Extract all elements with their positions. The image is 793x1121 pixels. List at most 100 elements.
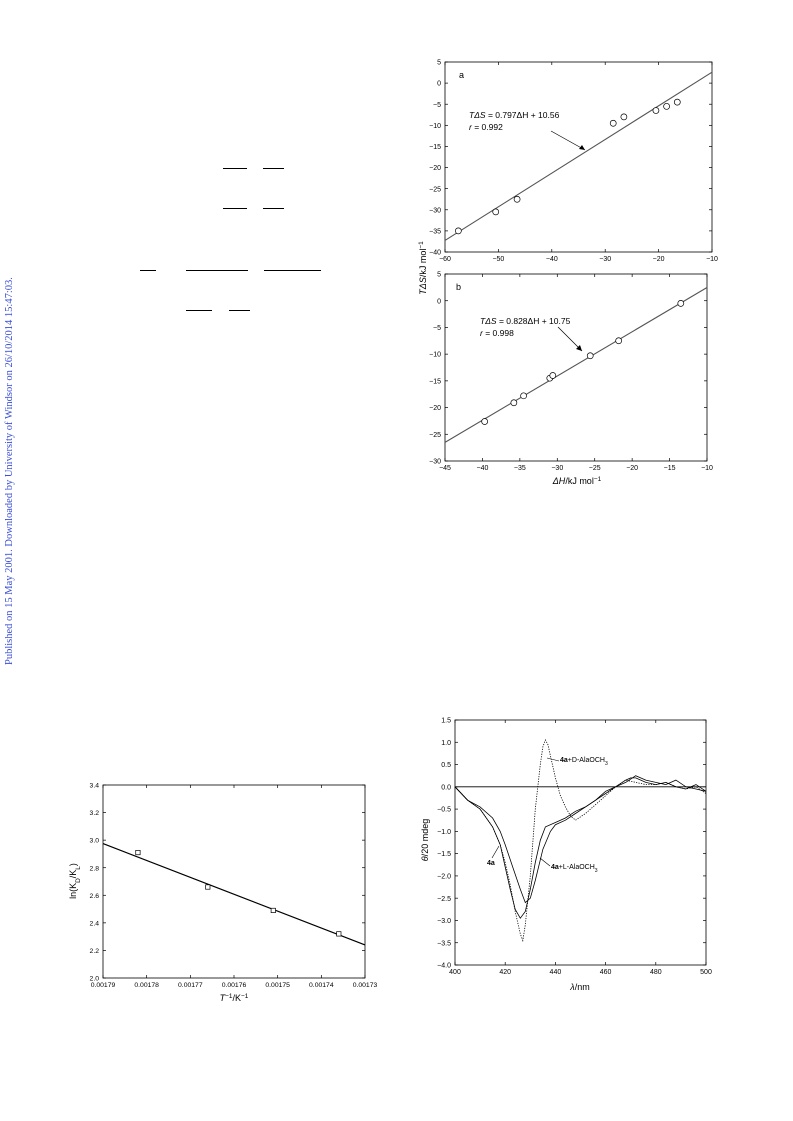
y-tick-label: −30: [429, 207, 441, 214]
fit-line: [444, 287, 708, 443]
panel-label-a: a: [459, 70, 464, 80]
y-tick-label: −20: [429, 165, 441, 172]
x-axis-label: λ/nm: [569, 982, 589, 992]
x-tick-label: 0.00178: [134, 982, 159, 989]
y-tick-label: −3.5: [437, 940, 451, 947]
y-tick-label: 2.2: [90, 948, 100, 955]
y-tick-label: −15: [429, 378, 441, 385]
table-rule: [223, 168, 247, 169]
y-tick-label: −5: [433, 325, 441, 332]
y-tick-label: −35: [429, 228, 441, 235]
table-rule: [264, 270, 321, 271]
y-tick-label: 1.0: [441, 740, 451, 747]
y-tick-label: −10: [429, 352, 441, 359]
fit-equation: TΔS = 0.828ΔH + 10.75: [480, 316, 571, 326]
x-tick-label: 0.00176: [222, 982, 247, 989]
data-point: [677, 300, 685, 307]
y-tick-label: −1.5: [437, 851, 451, 858]
y-tick-label: 5: [437, 60, 441, 67]
fit-correlation: r = 0.992: [469, 122, 503, 132]
table-rule: [223, 208, 247, 209]
plot-frame: [444, 61, 713, 253]
y-tick-label: −30: [429, 459, 441, 466]
data-point: [513, 195, 521, 203]
table-rule: [229, 310, 250, 311]
data-point: [270, 907, 276, 914]
y-tick-label: 0.5: [441, 762, 451, 769]
x-tick-label: 440: [550, 969, 562, 976]
data-point: [652, 107, 660, 114]
data-point: [135, 849, 141, 856]
y-tick-label: 5: [437, 272, 441, 279]
fig-a-group: −60 −50 −40 −30 −20 −10 5 0 −5 −10 −15 −20 −25 −30 −35…: [418, 60, 719, 295]
annotation-arrow: [550, 130, 586, 151]
data-point: [520, 392, 527, 400]
panel-label-b: b: [456, 282, 461, 292]
y-axis-label: θ/20 mdeg: [420, 819, 430, 861]
y-tick-label: −3.0: [437, 918, 451, 925]
data-point: [673, 98, 681, 106]
data-point: [336, 931, 342, 937]
x-tick-label: 0.00177: [178, 982, 203, 989]
y-tick-label: 0: [437, 298, 441, 305]
annotation-arrow: [546, 757, 560, 762]
x-tick-label: −40: [546, 256, 558, 263]
x-tick-label: −40: [476, 465, 488, 472]
y-tick-label: −25: [429, 432, 441, 439]
y-tick-label: −5: [433, 102, 441, 109]
x-tick-label: −10: [706, 256, 718, 263]
y-tick-label: −0.5: [437, 807, 451, 814]
arrow-head: [576, 345, 582, 351]
data-point: [609, 119, 617, 127]
x-tick-label: 460: [600, 969, 612, 976]
y-tick-label: 2.0: [90, 976, 100, 983]
plot-frame: [444, 273, 708, 462]
y-tick-label: 1.5: [441, 718, 451, 725]
table-rule: [186, 270, 248, 271]
fit-correlation: r = 0.998: [480, 328, 514, 338]
x-tick-label: 0.00174: [309, 982, 334, 989]
x-axis-label: ΔH/kJ mol−1: [552, 476, 602, 487]
data-point: [205, 884, 211, 890]
plot-frame: [102, 784, 366, 979]
series-line: [454, 777, 707, 919]
data-point: [510, 399, 518, 407]
y-tick-label: −1.0: [437, 829, 451, 836]
label-4a-d-alaoch3: 4a+D-AlaOCH3: [560, 757, 608, 767]
y-tick-label: −20: [429, 405, 441, 412]
table-rule: [140, 270, 156, 271]
y-tick-label: −2.0: [437, 874, 451, 881]
y-tick-label: −15: [429, 144, 441, 151]
x-tick-label: −10: [701, 465, 713, 472]
data-point: [586, 352, 594, 360]
x-tick-label: 0.00175: [265, 982, 290, 989]
x-tick-label: −30: [599, 256, 611, 263]
x-tick-label: 0.00173: [353, 982, 378, 989]
x-tick-label: 400: [449, 969, 461, 976]
y-axis-label: ln(KD/KL): [68, 863, 82, 899]
x-tick-label: −50: [492, 256, 504, 263]
y-tick-label: −40: [429, 250, 441, 257]
x-tick-label: 0.00179: [91, 982, 116, 989]
data-point: [492, 208, 500, 216]
y-tick-label: 3.4: [90, 783, 100, 790]
x-tick-label: −35: [514, 465, 526, 472]
x-tick-label: −45: [439, 465, 451, 472]
fig-c-group: 0.00179 0.00178 0.00177 0.00176 0.00175 0.001…: [68, 783, 377, 1003]
y-tick-label: −4.0: [437, 963, 451, 970]
table-rule: [263, 168, 284, 169]
x-tick-label: −20: [653, 256, 665, 263]
x-tick-label: −20: [626, 465, 638, 472]
data-point: [481, 418, 489, 425]
x-tick-label: 420: [499, 969, 511, 976]
series-line: [454, 739, 707, 943]
y-tick-label: 2.4: [90, 920, 100, 927]
y-tick-label: −10: [429, 123, 441, 130]
fit-equation: TΔS = 0.797ΔH + 10.56: [469, 110, 560, 120]
fig-d-group: 400 420 440 460 480 500 1.5 1.0 0.5 0.0 −0.5 −1.0 −1…: [420, 718, 712, 992]
data-point: [620, 113, 628, 121]
table-rule: [263, 208, 284, 209]
table-rule: [186, 310, 212, 311]
y-axis-label: TΔS/kJ mol−1: [418, 241, 429, 295]
fit-line: [102, 843, 366, 946]
